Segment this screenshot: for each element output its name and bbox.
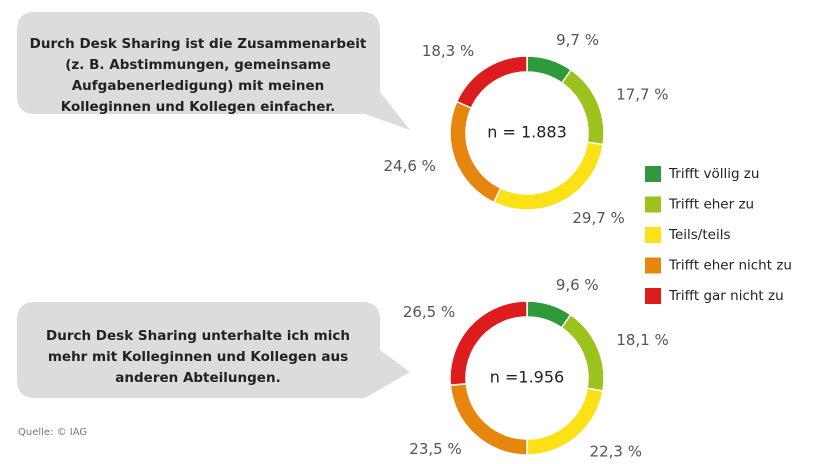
- speech-bubble: [17, 12, 410, 130]
- question-line: Aufgabenerledigung) mit meinen: [72, 78, 325, 94]
- legend-label: Trifft eher zu: [668, 197, 754, 213]
- donut-segment: [560, 313, 605, 392]
- question-line: (z. B. Abstimmungen, gemeinsame: [65, 57, 330, 73]
- value-label: 24,6 %: [384, 157, 436, 175]
- legend-label: Trifft völlig zu: [668, 166, 759, 182]
- legend-label: Teils/teils: [668, 227, 730, 243]
- question-line: Durch Desk Sharing unterhalte ich mich: [46, 328, 350, 344]
- donut-segment: [492, 141, 604, 211]
- donut-segment: [449, 100, 502, 204]
- donut-segment: [449, 382, 528, 456]
- value-label: 18,1 %: [616, 331, 668, 349]
- source: Quelle: © IAG: [18, 427, 87, 438]
- question-line: Kolleginnen und Kollegen einfacher.: [61, 99, 336, 115]
- legend-label: Trifft eher nicht zu: [668, 258, 792, 274]
- legend-swatch: [645, 166, 661, 182]
- value-label: 26,5 %: [403, 303, 455, 321]
- value-label: 29,7 %: [572, 209, 624, 227]
- center-label: n =1.956: [490, 368, 564, 387]
- legend-swatch: [645, 288, 661, 304]
- value-label: 22,3 %: [590, 443, 642, 460]
- center-label: n = 1.883: [487, 123, 567, 142]
- legend-label: Trifft gar nicht zu: [668, 288, 784, 304]
- value-label: 17,7 %: [616, 85, 668, 103]
- legend-swatch: [645, 196, 661, 213]
- speech-bubble: [17, 302, 410, 398]
- donut-segment: [455, 55, 528, 110]
- value-label: 18,3 %: [422, 42, 474, 60]
- value-label: 23,5 %: [409, 440, 461, 458]
- value-label: 9,6 %: [556, 276, 599, 294]
- value-label: 9,7 %: [556, 31, 599, 49]
- question-line: mehr mit Kolleginnen und Kollegen aus: [48, 349, 348, 365]
- legend-swatch: [645, 257, 661, 274]
- legend-swatch: [645, 227, 661, 243]
- donut-segment: [560, 68, 605, 146]
- question-line: Durch Desk Sharing ist die Zusammenarbei…: [30, 36, 367, 52]
- donut-segment: [449, 300, 528, 387]
- question-line: anderen Abteilungen.: [115, 370, 280, 386]
